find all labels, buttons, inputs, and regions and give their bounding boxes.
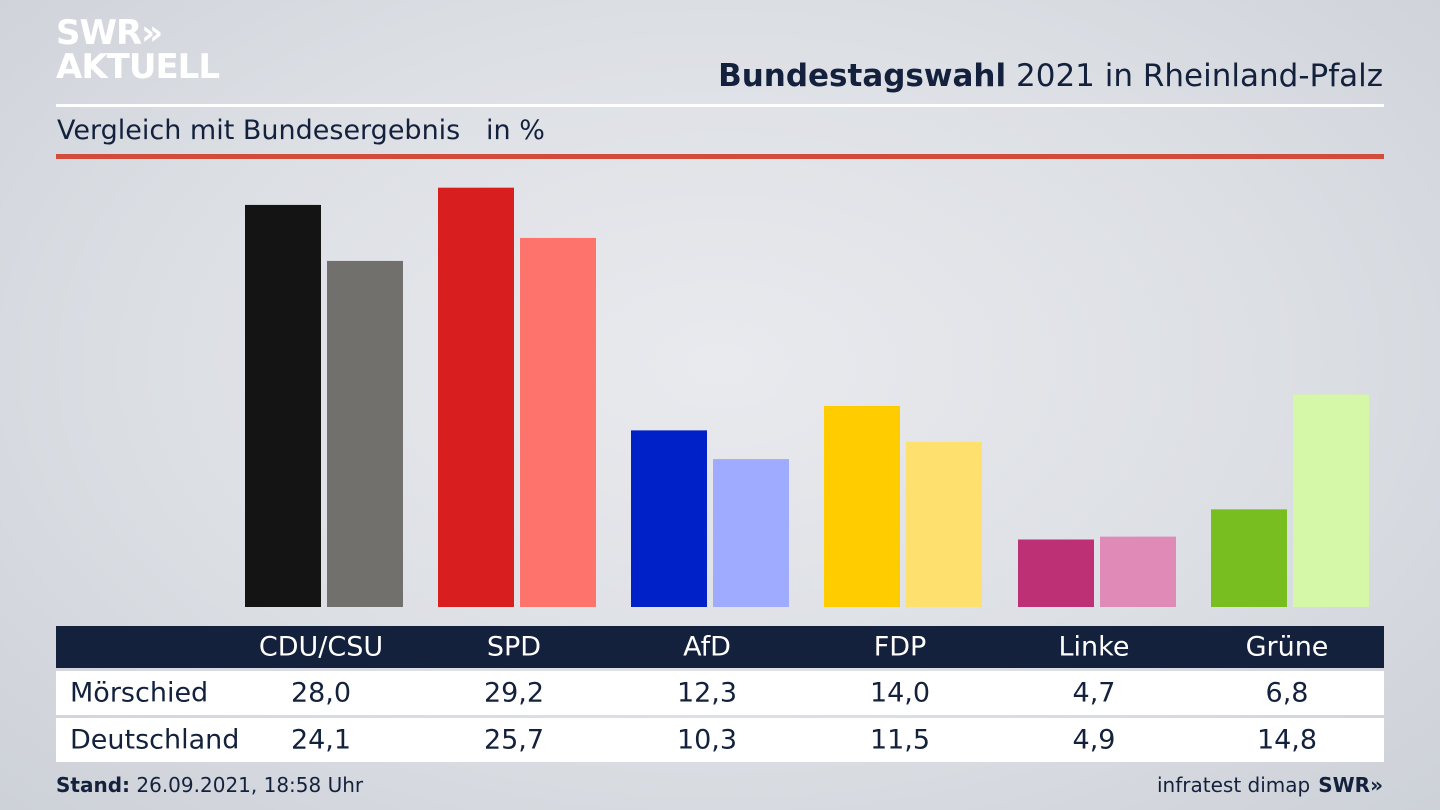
value-cell: 10,3 (676, 724, 738, 756)
column-header: SPD (486, 631, 542, 663)
bar-fdp-deutschland (906, 441, 982, 607)
bar-chart (245, 187, 1369, 608)
logo-line1: SWR» (56, 13, 163, 53)
bar-spd-mörschied (438, 187, 514, 608)
value-cell: 11,5 (869, 724, 931, 756)
bar-afd-deutschland (713, 459, 789, 607)
swr-brand: SWR» (1318, 773, 1383, 797)
chart-title: Bundestagswahl 2021 in Rheinland-Pfalz (718, 58, 1383, 94)
bar-fdp-mörschied (824, 405, 900, 607)
bar-afd-mörschied (631, 430, 707, 607)
value-cell: 25,7 (483, 724, 545, 756)
bar-grüne-deutschland (1293, 394, 1369, 607)
bar-grüne-mörschied (1211, 509, 1287, 607)
column-header: FDP (873, 631, 927, 663)
table-row: Deutschland 24,1 25,7 10,3 11,5 4,9 14,8 (56, 718, 1384, 762)
source-label: infratest dimap (1157, 773, 1311, 797)
title-bold: Bundestagswahl (718, 58, 1007, 94)
bar-spd-deutschland (520, 237, 596, 607)
value-cell: 4,9 (1072, 724, 1116, 756)
column-header: AfD (683, 631, 731, 663)
value-cell: 4,7 (1072, 677, 1116, 709)
timestamp: Stand: 26.09.2021, 18:58 Uhr (56, 773, 363, 797)
value-cell: 14,8 (1256, 724, 1318, 756)
swr-aktuell-logo: SWR» AKTUELL (56, 13, 220, 87)
stand-label: Stand: (56, 773, 131, 797)
value-cell: 14,0 (869, 677, 931, 709)
source: infratest dimap SWR» (1157, 773, 1383, 797)
table-header: CDU/CSU SPD AfD FDP Linke Grüne (56, 626, 1384, 668)
column-header: Grüne (1245, 631, 1329, 663)
divider (56, 104, 1384, 107)
chart-subtitle: Vergleich mit Bundesergebnis in % (57, 115, 545, 146)
value-cell: 24,1 (290, 724, 352, 756)
row-label: Mörschied (70, 677, 209, 709)
column-header: CDU/CSU (258, 631, 384, 663)
value-cell: 29,2 (483, 677, 545, 709)
accent-divider (56, 154, 1384, 159)
row-label: Deutschland (70, 724, 240, 756)
logo-line2: AKTUELL (56, 47, 220, 87)
title-rest: 2021 in Rheinland-Pfalz (1016, 58, 1383, 94)
table-row: Mörschied 28,0 29,2 12,3 14,0 4,7 6,8 (56, 671, 1384, 715)
bar-cducsu-mörschied (245, 204, 321, 608)
bar-cducsu-deutschland (327, 260, 403, 607)
value-cell: 12,3 (676, 677, 738, 709)
bar-linke-mörschied (1018, 539, 1094, 607)
stand-value: 26.09.2021, 18:58 Uhr (136, 773, 364, 797)
results-table: CDU/CSU SPD AfD FDP Linke Grüne Mörschied 28,0 2… (56, 626, 1384, 762)
bar-linke-deutschland (1100, 536, 1176, 607)
value-cell: 28,0 (290, 677, 352, 709)
value-cell: 6,8 (1265, 677, 1309, 709)
column-header: Linke (1058, 631, 1130, 663)
